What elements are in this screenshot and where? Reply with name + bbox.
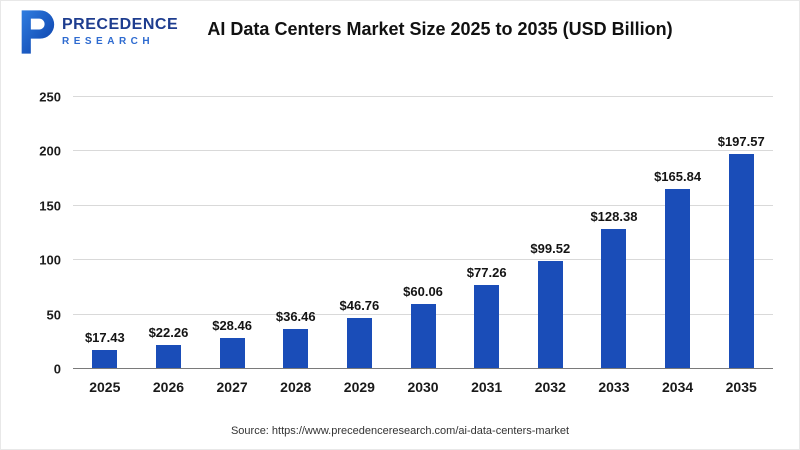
bar-column-2028: $36.46 — [264, 97, 328, 369]
logo-text: PRECEDENCE RESEARCH — [62, 16, 178, 48]
x-tick-label: 2035 — [725, 379, 757, 395]
bar-value-label: $77.26 — [466, 264, 507, 280]
x-tick-label: 2030 — [407, 379, 439, 395]
bar — [601, 229, 627, 369]
x-tick-label: 2034 — [662, 379, 694, 395]
y-tick-label: 100 — [39, 252, 61, 268]
bar-value-label: $36.46 — [275, 309, 316, 325]
bar — [537, 260, 563, 369]
bar-column-2025: $17.43 — [73, 97, 137, 369]
x-tick-label: 2026 — [152, 379, 185, 395]
bar-value-label: $46.76 — [339, 298, 380, 314]
y-tick-label: 0 — [53, 361, 61, 377]
gridline — [73, 204, 773, 206]
bar-column-2033: $128.38 — [582, 97, 646, 369]
bar-value-label: $22.26 — [148, 324, 189, 340]
bar-column-2035: $197.57 — [709, 97, 773, 369]
bar-column-2032: $99.52 — [518, 97, 582, 369]
bar-column-2026: $22.26 — [137, 97, 201, 369]
y-tick-label: 150 — [39, 198, 61, 214]
logo-line1: PRECEDENCE — [62, 16, 179, 34]
plot-area: $17.43 $22.26 $28.46 $36.46 $46.76 $60.06 $77.… — [39, 90, 773, 377]
x-tick-label: 2031 — [471, 379, 503, 395]
gridline — [73, 96, 773, 97]
bar — [665, 188, 691, 369]
bar-value-label: $99.52 — [530, 240, 571, 256]
y-tick-label: 250 — [39, 89, 61, 105]
precedence-p-icon — [15, 9, 55, 55]
bar — [410, 303, 436, 369]
bar-value-label: $17.43 — [84, 330, 125, 346]
y-tick-label: 200 — [39, 143, 61, 159]
bar-value-label: $28.46 — [212, 318, 252, 334]
gridline — [73, 259, 773, 261]
bar — [346, 318, 372, 369]
x-tick-label: 2027 — [216, 379, 248, 395]
source-text: Source: https://www.precedenceresearch.c… — [230, 425, 570, 437]
bar — [728, 154, 754, 369]
bar — [283, 329, 309, 369]
x-tick-label: 2032 — [534, 379, 566, 395]
bar — [155, 344, 181, 369]
bar-value-label: $128.38 — [590, 209, 638, 225]
bar — [92, 350, 118, 369]
bar — [219, 338, 245, 369]
bar-value-label: $197.57 — [717, 134, 765, 150]
bar-column-2034: $165.84 — [646, 97, 710, 369]
bar-value-label: $165.84 — [654, 168, 702, 184]
x-tick-label: 2029 — [343, 379, 375, 395]
bar-column-2030: $60.06 — [391, 97, 455, 369]
x-tick-label: 2033 — [598, 379, 630, 395]
y-tick-label: 50 — [46, 307, 61, 323]
bar-value-label: $60.06 — [403, 283, 443, 299]
bar-column-2029: $46.76 — [328, 97, 392, 369]
x-axis-labels: 2025 2026 2027 2028 2029 2030 2031 2032 2033 2034… — [73, 379, 773, 395]
bar-column-2031: $77.26 — [455, 97, 519, 369]
x-axis-line — [73, 368, 773, 369]
precedence-research-logo: PRECEDENCE RESEARCH — [15, 9, 178, 55]
chart-title: AI Data Centers Market Size 2025 to 2035… — [207, 19, 673, 39]
x-tick-label: 2028 — [280, 379, 312, 395]
x-tick-label: 2025 — [89, 379, 121, 395]
gridline — [73, 150, 773, 152]
bar-column-2027: $28.46 — [200, 97, 264, 369]
bar — [474, 284, 500, 369]
logo-line2: RESEARCH — [62, 36, 155, 48]
bars: $17.43 $22.26 $28.46 $36.46 $46.76 $60.06 $77.… — [73, 97, 773, 369]
